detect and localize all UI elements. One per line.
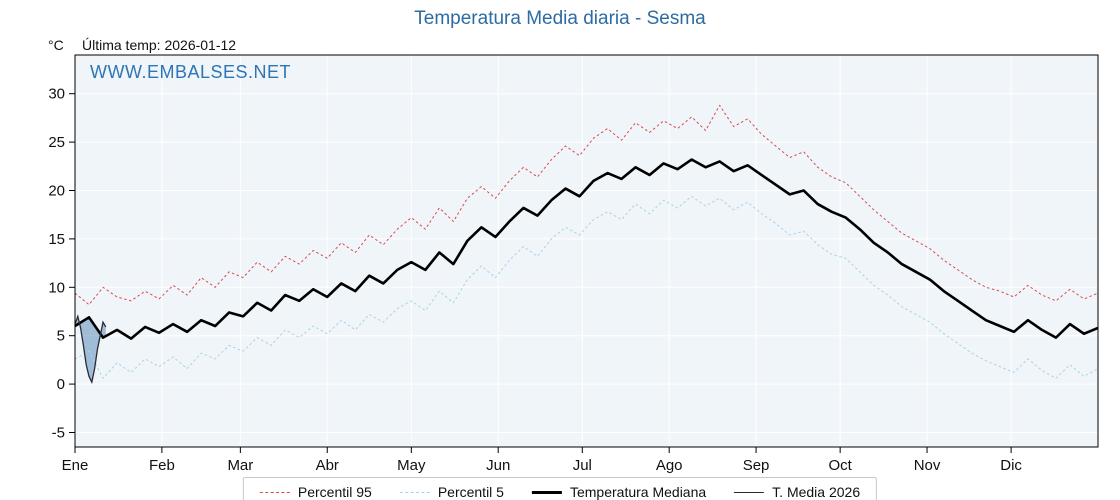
series-t-media-2026 (74, 314, 107, 385)
legend-label: Percentil 95 (297, 484, 372, 500)
svg-text:May: May (397, 457, 426, 474)
legend-label: T. Media 2026 (772, 484, 861, 500)
t-media-2026-line-icon (734, 491, 765, 493)
svg-text:Ene: Ene (62, 457, 89, 474)
legend-label: Percentil 5 (437, 484, 504, 500)
svg-text:15: 15 (48, 231, 65, 248)
svg-text:Mar: Mar (227, 457, 253, 474)
svg-text:30: 30 (48, 86, 65, 103)
mediana-line-icon (531, 490, 562, 494)
series-temperatura-mediana (74, 158, 1099, 340)
legend-item-t-media-2026: T. Media 2026 (734, 484, 860, 500)
y-axis: -5 0 5 10 15 20 25 30 (48, 86, 75, 441)
chart-legend: Percentil 95 Percentil 5 Temperatura Med… (242, 477, 878, 500)
svg-text:Ago: Ago (656, 457, 683, 474)
legend-item-percentil-5: Percentil 5 (399, 484, 504, 500)
percentil-95-line-icon (259, 491, 290, 493)
watermark-text: WWW.EMBALSES.NET (90, 62, 292, 82)
svg-text:Feb: Feb (149, 457, 175, 474)
svg-text:5: 5 (57, 328, 65, 345)
series-percentil-5 (74, 195, 1099, 379)
svg-text:Jun: Jun (486, 457, 510, 474)
chart-title: Temperatura Media diaria - Sesma (414, 8, 706, 29)
y-axis-unit-label: °C (48, 37, 64, 53)
svg-text:Jul: Jul (573, 457, 592, 474)
x-axis: Ene Feb Mar Abr May Jun Jul Ago Sep Oct Nov Dic (62, 447, 1022, 474)
legend-item-mediana: Temperatura Mediana (531, 484, 707, 500)
legend-label: Temperatura Mediana (569, 484, 707, 500)
last-temp-label: Última temp: 2026-01-12 (82, 37, 237, 53)
svg-text:Sep: Sep (743, 457, 770, 474)
svg-text:20: 20 (48, 183, 65, 200)
svg-text:10: 10 (48, 279, 65, 296)
percentil-5-line-icon (399, 491, 430, 493)
svg-text:Oct: Oct (828, 457, 852, 474)
svg-text:25: 25 (48, 134, 65, 151)
svg-text:0: 0 (57, 376, 65, 393)
legend-item-percentil-95: Percentil 95 (259, 484, 372, 500)
svg-text:-5: -5 (52, 424, 65, 441)
svg-text:Dic: Dic (1000, 457, 1022, 474)
plot-background (75, 55, 1098, 447)
svg-text:Abr: Abr (316, 457, 339, 474)
series-percentil-95 (74, 104, 1099, 306)
plot-border (74, 54, 1099, 448)
chart-canvas: -5 0 5 10 15 20 25 30 Ene Feb Mar Abr May Jun Jul Ago Se… (48, 54, 1099, 474)
svg-text:Nov: Nov (914, 457, 941, 474)
